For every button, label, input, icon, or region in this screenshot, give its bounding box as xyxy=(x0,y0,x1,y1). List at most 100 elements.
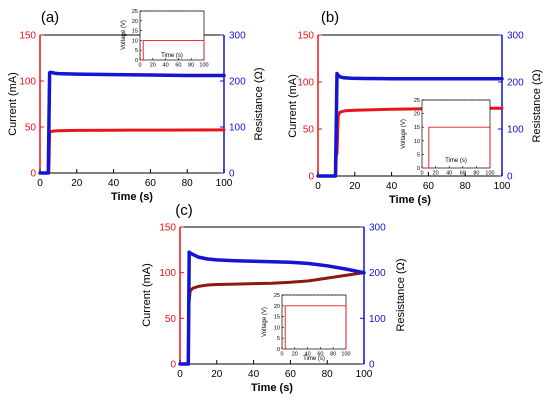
x-axis-title: Time (s) xyxy=(389,194,431,206)
x-tick-label: 60 xyxy=(423,181,435,192)
voltage-inset: 0 20 40 60 80 100 0 5 10 15 20 25 Time (s) Voltage (V… xyxy=(262,293,351,362)
inset-y-tick-label: 5 xyxy=(277,336,280,342)
inset-y-tick-label: 15 xyxy=(132,29,138,35)
y-left-tick-label: 100 xyxy=(297,78,314,89)
y-left-tick-label: 0 xyxy=(170,360,176,371)
inset-y-tick-label: 0 xyxy=(277,347,280,353)
inset-x-tick-label: 60 xyxy=(460,171,466,177)
y-right-axis-title: Resistance (Ω) xyxy=(395,258,407,331)
y-right-tick-label: 100 xyxy=(229,123,246,134)
y-left-axis-title: Current (mA) xyxy=(141,263,153,327)
y-left-tick-label: 150 xyxy=(297,31,314,42)
inset-voltage-line xyxy=(422,126,491,169)
y-right-tick-label: 300 xyxy=(369,223,386,234)
y-right-tick-label: 100 xyxy=(369,314,386,325)
y-right-tick-label: 300 xyxy=(229,31,246,42)
inset-voltage-line xyxy=(140,39,205,61)
inset-x-tick-label: 20 xyxy=(150,63,156,69)
y-right-tick-label: 0 xyxy=(507,172,513,183)
current-series-line xyxy=(38,128,226,175)
x-axis-title: Time (s) xyxy=(111,191,153,203)
inset-x-tick-label: 40 xyxy=(446,171,452,177)
inset-y-tick-label: 5 xyxy=(135,48,138,54)
y-left-tick-label: 0 xyxy=(30,169,36,180)
x-tick-label: 100 xyxy=(494,181,511,192)
inset-x-tick-label: 100 xyxy=(341,352,350,358)
y-right-axis-title: Resistance (Ω) xyxy=(253,67,265,140)
x-tick-label: 0 xyxy=(177,369,183,380)
inset-x-tick-label: 60 xyxy=(317,352,323,358)
y-left-tick-label: 150 xyxy=(159,223,176,234)
y-right-tick-label: 200 xyxy=(369,268,386,279)
y-right-tick-label: 0 xyxy=(229,169,235,180)
inset-x-tick-label: 20 xyxy=(292,352,298,358)
x-tick-label: 60 xyxy=(285,369,297,380)
inset-x-tick-label: 80 xyxy=(188,63,194,69)
x-tick-label: 100 xyxy=(216,178,233,189)
y-left-tick-label: 50 xyxy=(165,314,177,325)
inset-y-tick-label: 10 xyxy=(274,325,280,331)
y-right-tick-label: 200 xyxy=(507,78,524,89)
y-left-axis-title: Current (mA) xyxy=(287,74,299,138)
inset-frame xyxy=(421,99,491,169)
panel-label: (c) xyxy=(175,202,193,219)
x-tick-label: 0 xyxy=(37,178,43,189)
y-left-axis-title: Current (mA) xyxy=(7,72,19,136)
x-tick-label: 40 xyxy=(248,369,260,380)
y-right-axis-title: Resistance (Ω) xyxy=(531,69,543,142)
inset-y-tick-label: 20 xyxy=(274,304,280,310)
panel-label: (a) xyxy=(41,9,59,26)
inset-voltage-line xyxy=(282,305,347,350)
inset-y-axis-title: Voltage (V) xyxy=(121,20,127,50)
x-tick-label: 80 xyxy=(460,181,472,192)
x-tick-label: 80 xyxy=(182,178,194,189)
inset-y-axis-title: Voltage (V) xyxy=(262,307,268,337)
resistance-series-line xyxy=(316,71,504,178)
x-axis-title: Time (s) xyxy=(251,382,293,394)
inset-y-tick-label: 25 xyxy=(274,293,280,299)
y-right-tick-label: 200 xyxy=(229,77,246,88)
y-left-tick-label: 0 xyxy=(308,172,314,183)
x-tick-label: 20 xyxy=(349,181,361,192)
voltage-inset: 0 20 40 60 80 100 0 5 10 15 20 25 Time (s) Voltage (V… xyxy=(121,9,209,69)
y-left-tick-label: 100 xyxy=(19,77,36,88)
inset-y-axis-title: Voltage (V) xyxy=(401,119,407,149)
y-right-tick-label: 300 xyxy=(507,31,524,42)
inset-x-tick-label: 60 xyxy=(175,63,181,69)
inset-x-tick-label: 100 xyxy=(199,63,208,69)
x-tick-label: 0 xyxy=(315,181,321,192)
y-left-tick-label: 50 xyxy=(303,125,315,136)
panel-label: (b) xyxy=(321,9,339,26)
resistance-series-line xyxy=(38,70,226,175)
inset-y-tick-label: 15 xyxy=(274,315,280,321)
inset-frame xyxy=(281,294,347,350)
inset-y-tick-label: 20 xyxy=(132,19,138,25)
x-tick-label: 20 xyxy=(211,369,223,380)
y-right-tick-label: 100 xyxy=(507,125,524,136)
inset-x-tick-label: 0 xyxy=(280,352,283,358)
voltage-inset: 0 20 40 60 80 100 0 5 10 15 20 25 Time (s) Voltage (V… xyxy=(401,98,495,177)
inset-x-tick-label: 0 xyxy=(420,171,423,177)
inset-x-tick-label: 40 xyxy=(163,63,169,69)
inset-y-tick-label: 0 xyxy=(417,166,420,172)
inset-x-axis-title: Time (s) xyxy=(303,356,325,362)
x-tick-label: 60 xyxy=(145,178,157,189)
x-tick-label: 40 xyxy=(108,178,120,189)
inset-x-tick-label: 100 xyxy=(485,171,494,177)
resistance-series-line xyxy=(178,250,366,366)
inset-y-tick-label: 20 xyxy=(414,112,420,118)
inset-x-axis-title: Time (s) xyxy=(161,53,183,59)
x-tick-label: 100 xyxy=(356,369,373,380)
inset-x-tick-label: 80 xyxy=(330,352,336,358)
x-tick-label: 80 xyxy=(322,369,334,380)
inset-y-tick-label: 0 xyxy=(135,58,138,64)
inset-y-tick-label: 10 xyxy=(414,139,420,145)
inset-x-tick-label: 80 xyxy=(473,171,479,177)
inset-y-tick-label: 10 xyxy=(132,38,138,44)
y-left-tick-label: 100 xyxy=(159,268,176,279)
x-tick-label: 40 xyxy=(386,181,398,192)
inset-x-tick-label: 20 xyxy=(433,171,439,177)
